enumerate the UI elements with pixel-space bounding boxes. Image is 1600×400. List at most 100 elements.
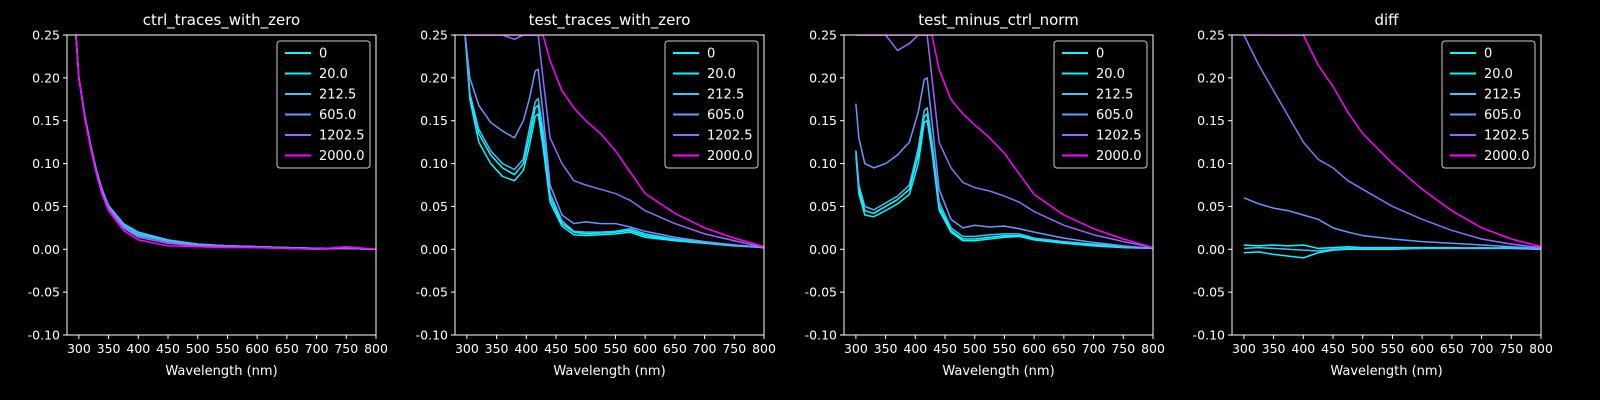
y-tick-label: -0.10 bbox=[805, 328, 837, 343]
series-lines bbox=[464, 35, 764, 249]
chart-title: ctrl_traces_with_zero bbox=[143, 11, 300, 30]
y-tick-label: 0.00 bbox=[420, 242, 448, 257]
y-tick-label: -0.05 bbox=[805, 285, 837, 300]
x-tick-label: 450 bbox=[1321, 341, 1345, 356]
legend-label: 212.5 bbox=[707, 88, 744, 103]
x-tick-label: 350 bbox=[485, 341, 509, 356]
x-tick-label: 650 bbox=[1052, 341, 1076, 356]
x-tick-label: 450 bbox=[156, 341, 180, 356]
x-tick-label: 800 bbox=[1141, 341, 1165, 356]
x-tick-label: 700 bbox=[1470, 341, 1494, 356]
x-tick-label: 350 bbox=[97, 341, 121, 356]
x-tick-label: 300 bbox=[844, 341, 868, 356]
legend-label: 1202.5 bbox=[1484, 129, 1530, 144]
series-line-1202-5 bbox=[465, 35, 764, 249]
y-tick-label: -0.10 bbox=[416, 328, 448, 343]
y-tick-label: 0.15 bbox=[420, 113, 448, 128]
y-tick-label: 0.25 bbox=[1197, 28, 1225, 43]
y-tick-label: 0.20 bbox=[1197, 70, 1225, 85]
legend-label: 2000.0 bbox=[1096, 149, 1142, 164]
x-tick-label: 700 bbox=[693, 341, 717, 356]
y-tick-label: 0.25 bbox=[420, 28, 448, 43]
y-tick-label: 0.15 bbox=[1197, 113, 1225, 128]
plot-frame bbox=[1231, 34, 1542, 336]
legend-label: 2000.0 bbox=[707, 149, 753, 164]
y-tick-label: -0.05 bbox=[28, 285, 60, 300]
x-tick-label: 750 bbox=[334, 341, 358, 356]
y-tick-label: 0.25 bbox=[809, 28, 837, 43]
x-tick-label: 300 bbox=[455, 341, 479, 356]
legend-label: 0 bbox=[1096, 47, 1104, 62]
y-tick-label: -0.05 bbox=[1193, 285, 1225, 300]
x-tick-label: 800 bbox=[364, 341, 388, 356]
legend-label: 212.5 bbox=[1096, 88, 1133, 103]
legend-label: 1202.5 bbox=[1096, 129, 1142, 144]
y-tick-label: -0.10 bbox=[28, 328, 60, 343]
x-tick-label: 500 bbox=[574, 341, 598, 356]
plot-frame bbox=[66, 34, 377, 336]
x-axis-label: Wavelength (nm) bbox=[1330, 364, 1442, 379]
x-tick-label: 650 bbox=[1440, 341, 1464, 356]
series-line-605-0 bbox=[464, 35, 764, 249]
series-line-212-5 bbox=[855, 107, 1153, 250]
x-tick-label: 350 bbox=[874, 341, 898, 356]
x-tick-label: 650 bbox=[275, 341, 299, 356]
y-tick-label: 0.25 bbox=[32, 28, 60, 43]
y-tick-label: -0.10 bbox=[1193, 328, 1225, 343]
chart-panel-3: test_minus_ctrl_norm 300 350 400 450 500 550 60… bbox=[805, 11, 1165, 379]
legend: 0 20.0 212.5 605.0 1202.5 2000.0 bbox=[276, 40, 371, 169]
x-tick-label: 600 bbox=[1022, 341, 1046, 356]
x-axis-label: Wavelength (nm) bbox=[553, 364, 665, 379]
chart-title: test_traces_with_zero bbox=[529, 11, 691, 30]
y-tick-label: 0.10 bbox=[32, 156, 60, 171]
series-lines bbox=[1243, 35, 1541, 259]
legend-label: 605.0 bbox=[1096, 108, 1133, 123]
x-tick-label: 400 bbox=[126, 341, 150, 356]
x-axis-label: Wavelength (nm) bbox=[942, 364, 1054, 379]
series-line-20-0 bbox=[855, 119, 1153, 250]
y-tick-label: 0.20 bbox=[420, 70, 448, 85]
series-line-2000-0 bbox=[465, 35, 764, 248]
legend-label: 20.0 bbox=[1096, 67, 1125, 82]
y-tick-label: 0.15 bbox=[32, 113, 60, 128]
series-line-212-5 bbox=[464, 35, 764, 249]
x-tick-label: 400 bbox=[903, 341, 927, 356]
series-line-2000-0 bbox=[75, 35, 376, 251]
x-tick-label: 600 bbox=[1410, 341, 1434, 356]
legend-label: 0 bbox=[707, 47, 715, 62]
x-tick-label: 750 bbox=[1499, 341, 1523, 356]
legend-label: 1202.5 bbox=[707, 129, 753, 144]
x-tick-label: 800 bbox=[1529, 341, 1553, 356]
series-lines bbox=[75, 35, 376, 251]
chart-panel-1: ctrl_traces_with_zero 300 350 400 450 500 550 6… bbox=[28, 11, 388, 379]
chart-panel-4: diff 300 350 400 450 500 550 600 650 700 750 800 -0.… bbox=[1193, 11, 1553, 379]
legend: 0 20.0 212.5 605.0 1202.5 2000.0 bbox=[664, 40, 759, 169]
y-tick-label: 0.00 bbox=[809, 242, 837, 257]
legend-label: 605.0 bbox=[707, 108, 744, 123]
legend-label: 212.5 bbox=[1484, 88, 1521, 103]
series-line-2000-0 bbox=[855, 35, 1153, 249]
x-tick-label: 300 bbox=[1232, 341, 1256, 356]
legend-label: 20.0 bbox=[319, 67, 348, 82]
x-tick-label: 750 bbox=[1111, 341, 1135, 356]
legend-label: 0 bbox=[1484, 47, 1492, 62]
x-tick-label: 550 bbox=[993, 341, 1017, 356]
x-tick-label: 800 bbox=[752, 341, 776, 356]
x-tick-label: 750 bbox=[722, 341, 746, 356]
x-tick-label: 650 bbox=[663, 341, 687, 356]
x-tick-label: 400 bbox=[514, 341, 538, 356]
x-tick-label: 350 bbox=[1262, 341, 1286, 356]
legend-label: 20.0 bbox=[1484, 67, 1513, 82]
legend-label: 2000.0 bbox=[1484, 149, 1530, 164]
plot-frame bbox=[454, 34, 765, 336]
chart-title: diff bbox=[1374, 11, 1399, 29]
y-tick-label: 0.05 bbox=[809, 199, 837, 214]
y-tick-label: 0.05 bbox=[420, 199, 448, 214]
series-line-605-0 bbox=[855, 77, 1153, 250]
y-tick-label: -0.05 bbox=[416, 285, 448, 300]
legend-label: 605.0 bbox=[319, 108, 356, 123]
x-tick-label: 550 bbox=[216, 341, 240, 356]
y-tick-label: 0.10 bbox=[1197, 156, 1225, 171]
series-line-212-5 bbox=[1243, 246, 1541, 252]
